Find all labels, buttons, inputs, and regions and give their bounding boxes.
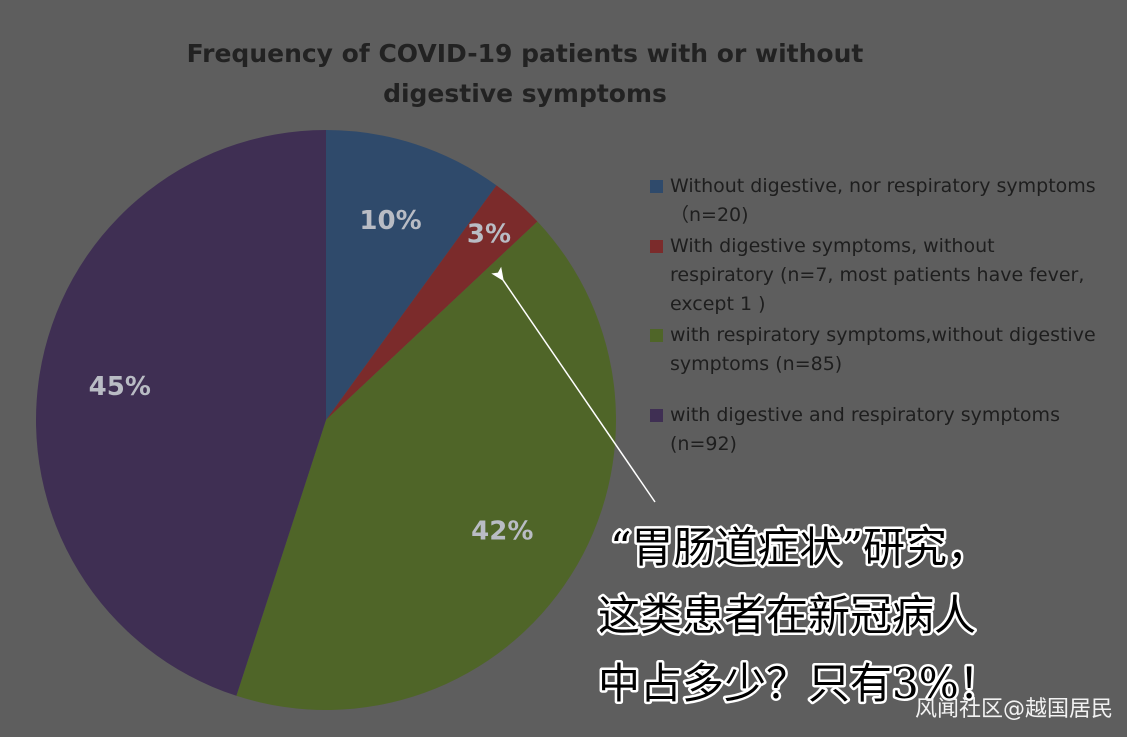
watermark: 风闻社区@越国居民 [915,697,1113,722]
legend-swatch [650,329,663,342]
legend-text: With digestive symptoms, without respira… [670,235,1085,315]
pie-slice [236,221,616,711]
pie-slice [36,129,326,696]
arrow [491,266,656,503]
legend-text: with digestive and respiratory symptoms … [670,404,1060,455]
pie-label: 3% [467,220,511,250]
annotation: “胃肠道症状”研究， [610,523,989,572]
pie-label: 42% [471,516,533,546]
legend-swatch [650,240,663,253]
chart-title: Frequency of COVID-19 patients with or w… [186,39,864,108]
legend-item: with digestive and respiratory symptoms … [650,401,1100,459]
legend-text: with respiratory symptoms,without digest… [670,324,1096,375]
legend-item: with respiratory symptoms,without digest… [650,321,1100,379]
legend-swatch [650,180,663,193]
pie-slice [326,130,497,420]
pie-label: 45% [89,372,151,402]
legend-item: Without digestive, nor respiratory sympt… [650,172,1100,230]
pie-slice [326,185,538,420]
legend-item: With digestive symptoms, without respira… [650,232,1100,319]
legend-text: Without digestive, nor respiratory sympt… [670,175,1096,226]
annotation: 中占多少？只有3%！ [598,659,1001,708]
annotation: 这类患者在新冠病人 [598,591,976,640]
legend-swatch [650,409,663,422]
legend: Without digestive, nor respiratory sympt… [650,172,1100,461]
pie-label: 10% [359,206,421,236]
